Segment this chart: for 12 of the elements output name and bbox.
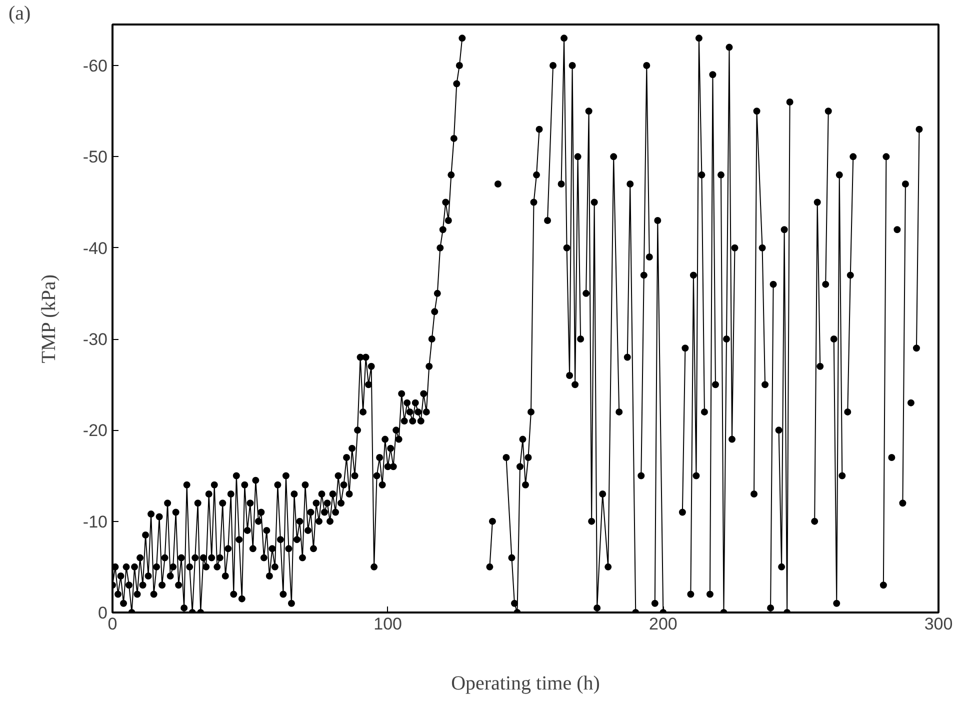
x-tick-label: 200	[648, 614, 678, 634]
y-axis-title: TMP (kPa)	[38, 274, 60, 364]
y-tick-label: -30	[82, 330, 108, 350]
y-tick-label: -60	[82, 56, 108, 76]
y-tick-label: -20	[82, 421, 108, 440]
y-tick-label: -40	[82, 238, 108, 258]
x-tick-label: 100	[374, 614, 402, 634]
x-tick-label: 300	[924, 614, 953, 634]
text: (a)	[8, 2, 31, 24]
x-axis-title: Operating time (h)	[451, 672, 600, 694]
y-tick-label: -50	[82, 148, 108, 167]
y-tick-label: -10	[82, 512, 108, 532]
